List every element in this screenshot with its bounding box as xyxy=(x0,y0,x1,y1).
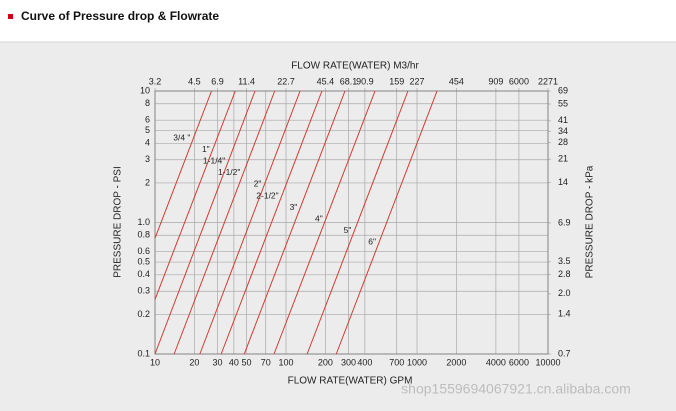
y2-tick-label: 14 xyxy=(558,177,568,187)
pipe-size-label: 1-1/2" xyxy=(218,167,240,177)
y-tick-label: 10 xyxy=(140,85,150,95)
flow-curve xyxy=(220,90,323,355)
x2-tick-label: 227 xyxy=(409,76,424,86)
pipe-size-label: 5" xyxy=(344,225,352,235)
page-title: Curve of Pressure drop & Flowrate xyxy=(21,9,219,23)
y2-tick-label: 21 xyxy=(558,154,568,164)
x-tick-label: 100 xyxy=(278,357,293,367)
x-tick-label: 20 xyxy=(189,357,199,367)
x2-tick-label: 6000 xyxy=(509,76,529,86)
y2-tick-label: 3.5 xyxy=(558,256,571,266)
x-tick-label: 300 xyxy=(341,357,356,367)
y-tick-label: 0.6 xyxy=(137,246,150,256)
x-tick-label: 4000 xyxy=(486,357,506,367)
flow-curve xyxy=(154,90,236,300)
x2-tick-label: 909 xyxy=(488,76,503,86)
y2-tick-label: 55 xyxy=(558,98,568,108)
panel xyxy=(0,42,676,411)
x2-tick-label: 68.1 xyxy=(340,76,358,86)
x-axis-title: FLOW RATE(WATER) GPM xyxy=(288,376,413,387)
pipe-size-label: 1" xyxy=(202,144,210,154)
y2-tick-label: 28 xyxy=(558,137,568,147)
pipe-size-label: 6" xyxy=(368,237,376,247)
x-tick-label: 10000 xyxy=(535,357,560,367)
y-tick-label: 0.2 xyxy=(137,309,150,319)
x-tick-label: 2000 xyxy=(446,357,466,367)
x-tick-label: 200 xyxy=(318,357,333,367)
pipe-size-label: 3" xyxy=(290,202,298,212)
y2-tick-label: 0.7 xyxy=(558,348,571,358)
x-tick-label: 6000 xyxy=(509,357,529,367)
x2-tick-label: 2271 xyxy=(538,76,558,86)
pipe-size-label: 3/4 " xyxy=(173,132,190,142)
x-tick-label: 50 xyxy=(242,357,252,367)
y2-axis-title: PRESSURE DROP - kPa xyxy=(585,165,596,278)
x2-tick-label: 90.9 xyxy=(356,76,374,86)
flow-curve xyxy=(154,90,256,355)
y-tick-label: 2 xyxy=(145,177,150,187)
pipe-size-label: 2" xyxy=(254,179,262,189)
x2-tick-label: 3.2 xyxy=(149,76,162,86)
y-tick-label: 0.8 xyxy=(137,230,150,240)
x2-tick-label: 22.7 xyxy=(277,76,295,86)
pipe-size-label: 4" xyxy=(315,213,323,223)
x-tick-label: 400 xyxy=(357,357,372,367)
plot-frame xyxy=(154,90,549,355)
x-tick-label: 700 xyxy=(389,357,404,367)
y-tick-label: 8 xyxy=(145,98,150,108)
x-tick-label: 30 xyxy=(212,357,222,367)
bullet xyxy=(8,14,13,19)
x-tick-label: 70 xyxy=(261,357,271,367)
y2-tick-label: 34 xyxy=(558,126,568,136)
pipe-size-label: 1-1/4" xyxy=(203,155,225,165)
flow-curve xyxy=(154,90,212,239)
x-tick-label: 40 xyxy=(229,357,239,367)
y-tick-label: 0.1 xyxy=(137,348,150,358)
flow-curve xyxy=(335,90,438,355)
flow-curve xyxy=(173,90,276,355)
y-tick-label: 5 xyxy=(145,125,150,135)
y2-tick-label: 2.8 xyxy=(558,269,571,279)
y2-tick-label: 69 xyxy=(558,85,568,95)
y-tick-label: 0.4 xyxy=(137,269,150,279)
flow-curve xyxy=(273,90,376,355)
y2-tick-label: 1.4 xyxy=(558,309,571,319)
flow-curve xyxy=(306,90,409,355)
y-tick-label: 3 xyxy=(145,154,150,164)
pipe-size-label: 2-1/2" xyxy=(256,190,278,200)
y-tick-label: 0.3 xyxy=(137,286,150,296)
y-tick-label: 4 xyxy=(145,138,150,148)
x2-tick-label: 45.4 xyxy=(317,76,335,86)
flow-curve xyxy=(199,90,301,355)
watermark: shop1559694067921.cn.alibaba.com xyxy=(401,381,631,397)
x2-tick-label: 159 xyxy=(389,76,404,86)
y-tick-label: 1.0 xyxy=(137,217,150,227)
y-axis-title: PRESSURE DROP - PSI xyxy=(113,166,124,278)
x-tick-label: 1000 xyxy=(407,357,427,367)
y-tick-label: 6 xyxy=(145,115,150,125)
y2-tick-label: 2.0 xyxy=(558,288,571,298)
x-tick-label: 10 xyxy=(150,357,160,367)
x2-tick-label: 11.4 xyxy=(238,76,255,86)
y2-tick-label: 6.9 xyxy=(558,217,571,227)
x2-tick-label: 6.9 xyxy=(211,76,224,86)
y2-tick-label: 41 xyxy=(558,115,568,125)
x2-tick-label: 4.5 xyxy=(188,76,201,86)
y-tick-label: 0.5 xyxy=(137,256,150,266)
x2-axis-title: FLOW RATE(WATER) M3/hr xyxy=(291,61,419,72)
x2-tick-label: 454 xyxy=(449,76,464,86)
flow-curve xyxy=(243,90,346,355)
